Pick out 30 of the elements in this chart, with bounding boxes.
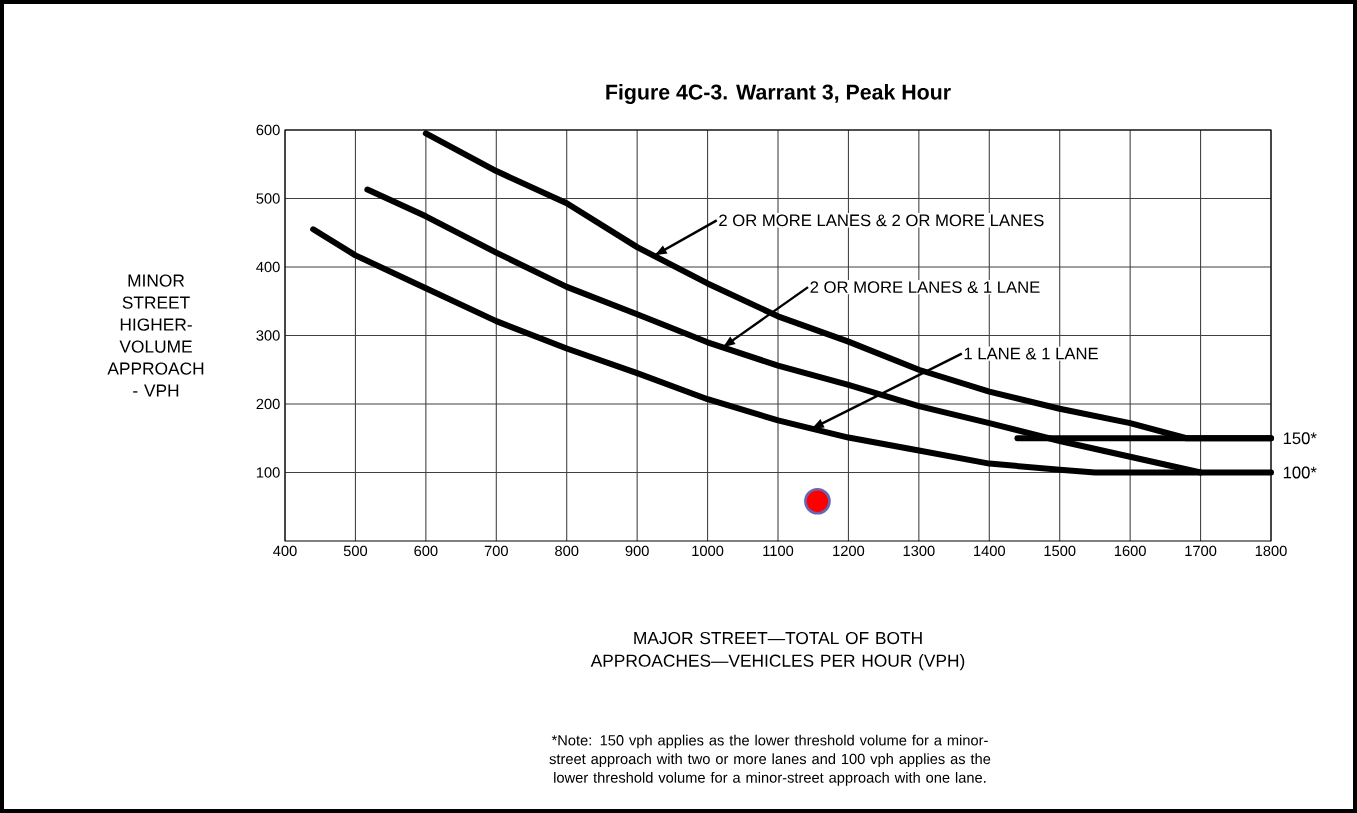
y-tick-label: 500 bbox=[256, 193, 280, 204]
x-tick-label: 1700 bbox=[1185, 545, 1217, 557]
x-tick-label: 1600 bbox=[1114, 545, 1146, 557]
chart-title: Figure 4C-3. Warrant 3, Peak Hour bbox=[606, 83, 951, 104]
y-axis-title: MINOR STREET HIGHER-VOLUME APPROACH - VPH bbox=[107, 274, 204, 397]
x-tick-label: 1200 bbox=[833, 545, 865, 557]
y-tick-label: 300 bbox=[256, 330, 280, 341]
x-tick-label: 1000 bbox=[692, 545, 724, 557]
x-axis-title: MAJOR STREET—TOTAL OF BOTH APPROACHES—VEHICLES PER HOUR (VPH) bbox=[590, 631, 965, 671]
x-tick-label: 1300 bbox=[903, 545, 935, 557]
annotation: 2 OR MORE LANES & 2 OR MORE LANES bbox=[719, 214, 1044, 227]
x-tick-label: 600 bbox=[414, 545, 438, 557]
x-tick-label: 500 bbox=[343, 545, 368, 557]
annotation: 1 LANE & 1 LANE bbox=[964, 347, 1098, 360]
x-tick-label: 1500 bbox=[1044, 545, 1076, 557]
annotation: 100* bbox=[1283, 466, 1317, 479]
x-tick-label: 1100 bbox=[763, 545, 794, 557]
y-tick-label: 100 bbox=[256, 467, 280, 478]
x-tick-label: 700 bbox=[484, 545, 508, 557]
y-tick-label: 400 bbox=[256, 261, 280, 273]
text: *Note: 150 vph applies as the lower threshold volume for a minor-street approach with two or more lanes and 100 vph applies as the lower threshold volume for a minor-street approach with one lane. bbox=[549, 734, 991, 786]
x-tick-label: 1800 bbox=[1255, 545, 1287, 557]
x-tick-label: 800 bbox=[555, 545, 579, 557]
annotation: 150* bbox=[1283, 432, 1317, 445]
y-tick-label: 200 bbox=[256, 398, 280, 410]
x-tick-label: 400 bbox=[273, 545, 297, 557]
x-tick-label: 1400 bbox=[974, 545, 1006, 557]
x-tick-label: 900 bbox=[625, 545, 649, 557]
y-tick-label: 600 bbox=[256, 124, 280, 136]
annotation: 2 OR MORE LANES & 1 LANE bbox=[810, 281, 1040, 294]
